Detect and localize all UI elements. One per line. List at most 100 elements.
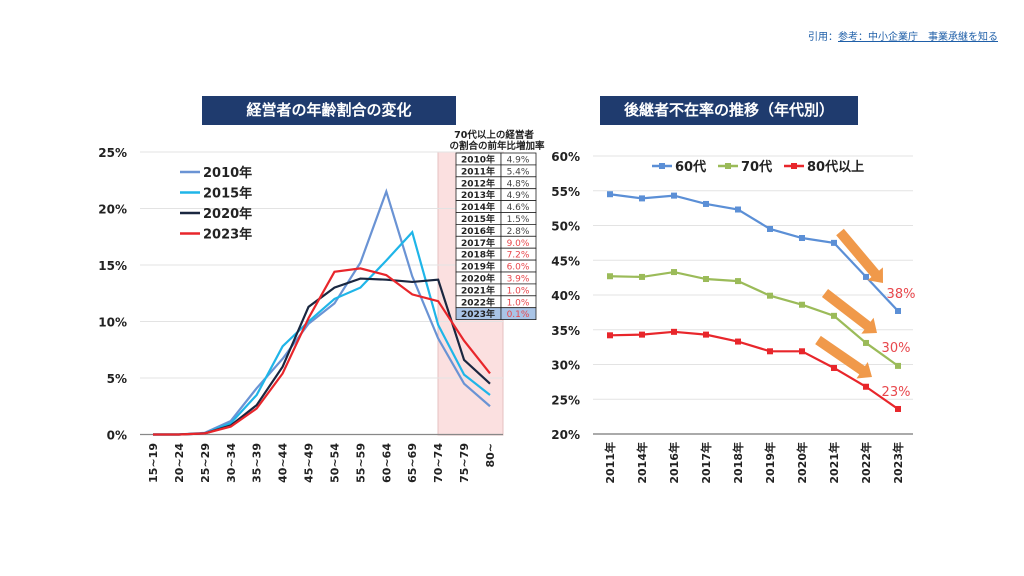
x-tick-label: 55~59: [354, 443, 367, 483]
inset-table-value: 9.0%: [507, 239, 530, 249]
data-point: [703, 276, 709, 283]
x-tick-label: 70~74: [432, 443, 445, 483]
x-tick-label: 45~49: [303, 443, 316, 483]
inset-table-value: 1.5%: [507, 215, 530, 225]
inset-table-year: 2016年: [461, 225, 495, 237]
x-tick-label: 2014年: [635, 442, 649, 484]
citation-link[interactable]: 参考：中小企業庁 事業承継を知る: [838, 32, 998, 43]
data-point: [703, 331, 709, 338]
data-point: [895, 405, 901, 412]
annotation-label: 23%: [882, 385, 911, 400]
y-tick-label: 25%: [551, 393, 580, 407]
inset-table-year: 2019年: [461, 261, 495, 273]
data-point: [767, 348, 773, 355]
inset-table-value: 4.8%: [507, 179, 530, 189]
data-point: [831, 239, 837, 246]
y-tick-label: 40%: [551, 289, 580, 303]
x-tick-label: 50~54: [328, 443, 341, 483]
data-point: [863, 339, 869, 346]
x-tick-label: 25~29: [199, 443, 212, 483]
inset-table-year: 2012年: [461, 177, 495, 189]
annotation-label: 30%: [882, 341, 911, 356]
data-point: [639, 195, 645, 202]
data-point: [607, 191, 613, 198]
inset-table-year: 2020年: [461, 273, 495, 285]
series-line-70代: [609, 270, 899, 367]
trend-arrow: [815, 335, 872, 379]
data-point: [735, 206, 741, 213]
y-tick-label: 60%: [551, 150, 580, 164]
data-point: [607, 273, 613, 280]
legend-marker: [791, 163, 797, 169]
inset-table-value: 2.8%: [507, 227, 530, 237]
y-tick-label: 55%: [551, 185, 580, 199]
data-point: [895, 307, 901, 314]
legend-marker: [725, 163, 731, 169]
inset-table-value: 4.9%: [507, 156, 530, 166]
inset-table-year: 2010年: [461, 154, 495, 166]
y-tick-label: 50%: [551, 220, 580, 234]
x-tick-label: 75~79: [458, 443, 471, 483]
series-line-80代以上: [609, 330, 899, 410]
inset-table-year: 2015年: [461, 213, 495, 225]
y-tick-label: 45%: [551, 254, 580, 268]
inset-table-year: 2011年: [461, 165, 495, 177]
data-point: [767, 292, 773, 299]
series-line-2023年: [153, 267, 491, 436]
x-tick-label: 2022年: [859, 442, 873, 484]
inset-table-title: 70代以上の経営者: [454, 129, 534, 141]
legend-label: 2010年: [203, 165, 252, 181]
trend-arrow: [836, 228, 883, 283]
y-tick-label: 20%: [98, 203, 127, 217]
x-tick-label: 2017年: [699, 442, 713, 484]
data-point: [863, 273, 869, 280]
inset-table-year: 2017年: [461, 237, 495, 249]
inset-table-value: 0.1%: [507, 310, 530, 320]
data-point: [671, 192, 677, 199]
inset-table-year: 2023年: [461, 308, 495, 320]
data-point: [799, 235, 805, 242]
x-tick-label: 15~19: [147, 443, 160, 483]
legend-label: 80代以上: [807, 159, 864, 175]
inset-table-cell: [500, 307, 537, 321]
data-point: [671, 328, 677, 335]
data-point: [831, 364, 837, 371]
y-tick-label: 20%: [551, 428, 580, 442]
x-tick-label: 2018年: [731, 442, 745, 484]
right-chart-title: 後継者不在率の推移（年代別）: [600, 96, 858, 125]
data-point: [639, 331, 645, 338]
data-point: [799, 301, 805, 308]
citation: 引用：参考：中小企業庁 事業承継を知る: [808, 28, 998, 43]
inset-table-value: 7.2%: [507, 251, 530, 261]
data-point: [735, 338, 741, 345]
inset-table-value: 4.9%: [507, 191, 530, 201]
x-tick-label: 2021年: [827, 442, 841, 484]
x-tick-label: 65~69: [406, 443, 419, 483]
inset-table-value: 1.0%: [507, 286, 530, 296]
inset-table-year: 2018年: [461, 249, 495, 261]
trend-arrow: [821, 289, 877, 334]
inset-table-value: 1.0%: [507, 298, 530, 308]
inset-table-year: 2022年: [461, 296, 495, 308]
x-tick-label: 80~: [484, 443, 497, 468]
x-tick-label: 40~44: [277, 443, 290, 483]
annotation-label: 38%: [887, 287, 916, 302]
legend-label: 2015年: [203, 186, 252, 202]
inset-table-year: 2014年: [461, 201, 495, 213]
inset-table-value: 3.9%: [507, 275, 530, 285]
y-tick-label: 5%: [107, 372, 127, 386]
x-tick-label: 20~24: [173, 443, 186, 483]
data-point: [799, 348, 805, 355]
data-point: [831, 312, 837, 319]
x-tick-label: 2023年: [891, 442, 905, 484]
legend-label: 2020年: [203, 206, 252, 222]
y-tick-label: 15%: [98, 259, 127, 273]
data-point: [639, 273, 645, 280]
data-point: [895, 362, 901, 369]
inset-table-value: 4.6%: [507, 203, 530, 213]
y-tick-label: 10%: [98, 316, 127, 330]
x-tick-label: 2011年: [603, 442, 617, 484]
y-tick-label: 30%: [551, 359, 580, 373]
x-tick-label: 2020年: [795, 442, 809, 484]
